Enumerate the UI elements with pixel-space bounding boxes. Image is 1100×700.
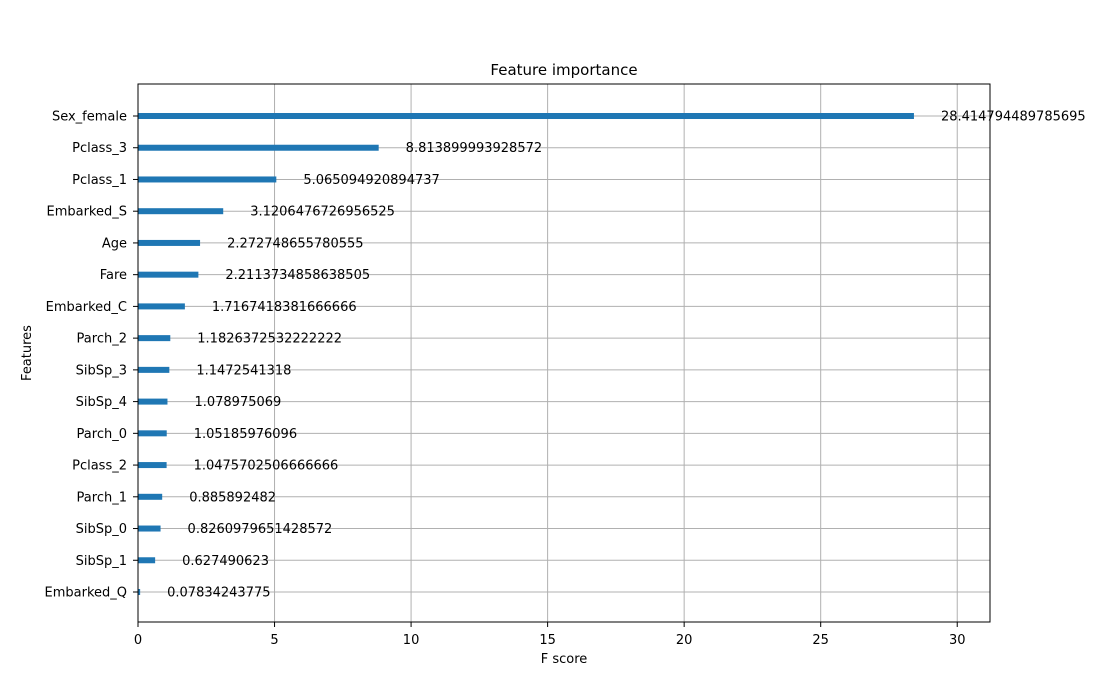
x-tick-label: 25: [812, 633, 829, 648]
axes-frame: [137, 83, 991, 623]
y-tick-label: Fare: [100, 268, 127, 283]
bar-value-label: 0.07834243775: [167, 586, 270, 601]
bar-pclass-1: [138, 176, 277, 183]
bar-sibsp-4: [138, 398, 168, 405]
y-tick-label: Parch_1: [77, 490, 127, 505]
bar-embarked-c: [138, 303, 185, 310]
y-tick-label: Age: [102, 236, 127, 251]
bar-parch-1: [138, 493, 163, 500]
bar-value-label: 8.813899993928572: [406, 141, 542, 156]
y-tick-label: Pclass_2: [72, 459, 127, 474]
y-tick-label: Pclass_1: [72, 173, 127, 188]
bars-layer: [138, 113, 914, 595]
bar-value-label: 0.8260979651428572: [188, 522, 333, 537]
bar-value-label: 1.1826372532222222: [197, 332, 342, 347]
bar-value-label: 1.1472541318: [196, 363, 291, 378]
bar-value-label: 2.2113734858638505: [225, 268, 370, 283]
y-tick-label: Embarked_Q: [45, 586, 128, 601]
bar-sex-female: [138, 113, 914, 119]
labels-layer: 0 5 10 15 20 25 30 Sex_female 28.414794489785695…: [45, 110, 1086, 649]
bar-value-label: 0.627490623: [182, 554, 269, 569]
y-tick-label: Parch_0: [77, 427, 127, 442]
x-tick-label: 10: [403, 633, 420, 648]
bar-pclass-3: [138, 144, 379, 151]
bar-embarked-q: [138, 589, 141, 595]
bar-value-label: 3.1206476726956525: [250, 205, 395, 220]
y-axis-label: Features: [20, 325, 35, 381]
y-tick-label: SibSp_3: [76, 363, 127, 378]
y-tick-label: Sex_female: [52, 110, 127, 125]
bar-value-label: 28.414794489785695: [941, 110, 1086, 125]
x-tick-label: 0: [134, 633, 142, 648]
x-axis-label: F score: [541, 652, 588, 667]
bar-fare: [138, 271, 199, 278]
grid-layer: [137, 84, 990, 622]
bar-parch-0: [138, 430, 167, 437]
y-tick-label: Pclass_3: [72, 141, 127, 156]
x-tick-label: 30: [949, 633, 966, 648]
y-tick-label: SibSp_1: [76, 554, 127, 569]
bar-value-label: 2.272748655780555: [227, 236, 363, 251]
ticks-layer: [133, 115, 958, 627]
y-tick-label: SibSp_4: [76, 395, 127, 410]
bar-value-label: 0.885892482: [189, 490, 276, 505]
y-tick-label: Embarked_S: [46, 205, 127, 220]
bar-value-label: 1.0475702506666666: [194, 459, 339, 474]
bar-value-label: 1.078975069: [194, 395, 281, 410]
chart-title: Feature importance: [490, 61, 637, 79]
bar-sibsp-1: [138, 557, 156, 564]
bar-sibsp-3: [138, 366, 170, 373]
y-tick-label: SibSp_0: [76, 522, 127, 537]
bar-value-label: 1.05185976096: [194, 427, 297, 442]
bar-age: [138, 239, 201, 246]
bar-parch-2: [138, 335, 171, 342]
y-tick-label: Parch_2: [77, 332, 127, 347]
bar-value-label: 1.7167418381666666: [212, 300, 357, 315]
x-tick-label: 15: [539, 633, 556, 648]
x-tick-label: 5: [270, 633, 278, 648]
x-tick-label: 20: [676, 633, 693, 648]
bar-value-label: 5.065094920894737: [303, 173, 439, 188]
bar-pclass-2: [138, 462, 167, 469]
bar-embarked-s: [138, 208, 224, 215]
bar-sibsp-0: [138, 525, 161, 532]
y-tick-label: Embarked_C: [46, 300, 127, 315]
